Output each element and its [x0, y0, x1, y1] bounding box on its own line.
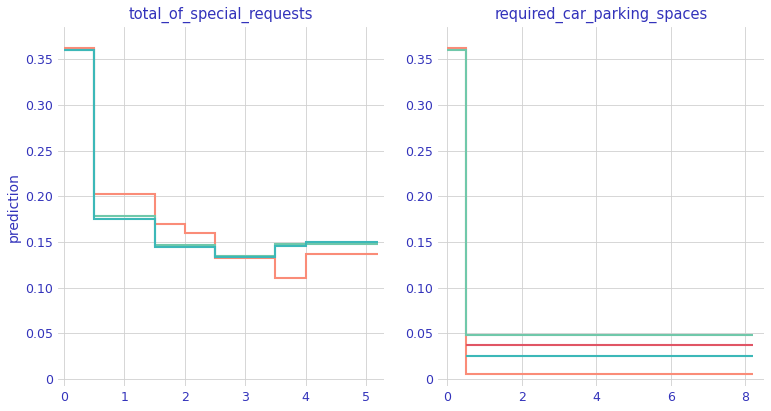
Y-axis label: prediction: prediction	[7, 172, 21, 242]
Title: required_car_parking_spaces: required_car_parking_spaces	[494, 7, 708, 23]
Title: total_of_special_requests: total_of_special_requests	[129, 7, 313, 23]
